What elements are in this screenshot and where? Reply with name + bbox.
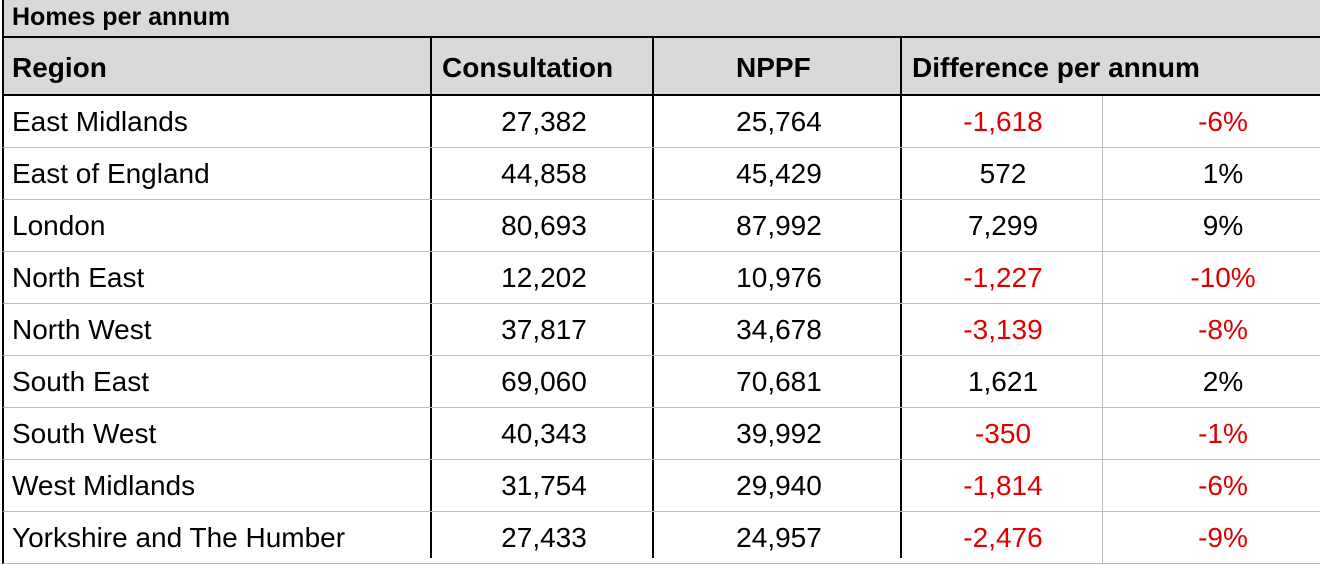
cell-difference-percent[interactable]: -9% bbox=[1198, 522, 1248, 553]
cell-difference[interactable]: 1,621 bbox=[967, 366, 1039, 397]
cell-region[interactable]: South East bbox=[12, 366, 149, 397]
cell-gridline bbox=[1102, 96, 1103, 148]
cell-difference[interactable]: -3,139 bbox=[963, 314, 1043, 345]
cell-consultation[interactable]: 27,433 bbox=[501, 522, 587, 553]
cell-consultation[interactable]: 80,693 bbox=[501, 210, 587, 241]
cell-nppf[interactable]: 87,992 bbox=[736, 210, 822, 241]
cell-difference-percent[interactable]: 2% bbox=[1202, 366, 1244, 397]
cell-difference[interactable]: -2,476 bbox=[963, 522, 1043, 553]
column-divider bbox=[900, 38, 902, 558]
cell-difference[interactable]: -1,618 bbox=[963, 106, 1043, 137]
cell-nppf[interactable]: 39,992 bbox=[736, 418, 822, 449]
cell-nppf[interactable]: 45,429 bbox=[736, 158, 822, 189]
header-region: Region bbox=[12, 52, 107, 83]
cell-nppf[interactable]: 29,940 bbox=[736, 470, 822, 501]
cell-difference-percent[interactable]: -8% bbox=[1198, 314, 1248, 345]
cell-consultation[interactable]: 40,343 bbox=[501, 418, 587, 449]
cell-difference[interactable]: -1,227 bbox=[963, 262, 1043, 293]
cell-region[interactable]: London bbox=[12, 210, 106, 241]
column-divider bbox=[652, 38, 654, 558]
cell-gridline bbox=[1102, 304, 1103, 356]
cell-nppf[interactable]: 24,957 bbox=[736, 522, 822, 553]
table-row[interactable]: South East 69,060 70,681 1,621 2% bbox=[2, 356, 1320, 408]
cell-gridline bbox=[1102, 512, 1103, 564]
cell-difference-percent[interactable]: -10% bbox=[1190, 262, 1256, 293]
header-consultation: Consultation bbox=[442, 52, 614, 83]
cell-region[interactable]: West Midlands bbox=[12, 470, 196, 501]
table-row[interactable]: South West 40,343 39,992 -350 -1% bbox=[2, 408, 1320, 460]
cell-difference[interactable]: 572 bbox=[979, 158, 1027, 189]
table-title-row[interactable]: Homes per annum bbox=[2, 0, 1320, 38]
cell-region[interactable]: East Midlands bbox=[12, 106, 188, 137]
table-row[interactable]: Yorkshire and The Humber 27,433 24,957 -2,4… bbox=[2, 512, 1320, 564]
cell-region[interactable]: North West bbox=[12, 314, 152, 345]
cell-region[interactable]: South West bbox=[12, 418, 157, 449]
cell-gridline bbox=[1102, 460, 1103, 512]
table-title: Homes per annum bbox=[12, 3, 231, 31]
cell-difference-percent[interactable]: -1% bbox=[1198, 418, 1248, 449]
cell-region[interactable]: Yorkshire and The Humber bbox=[12, 522, 346, 553]
cell-nppf[interactable]: 10,976 bbox=[736, 262, 822, 293]
header-nppf: NPPF bbox=[736, 52, 811, 83]
cell-gridline bbox=[1102, 148, 1103, 200]
cell-difference-percent[interactable]: 9% bbox=[1202, 210, 1244, 241]
cell-difference-percent[interactable]: 1% bbox=[1202, 158, 1244, 189]
cell-nppf[interactable]: 70,681 bbox=[736, 366, 822, 397]
cell-nppf[interactable]: 25,764 bbox=[736, 106, 822, 137]
cell-consultation[interactable]: 44,858 bbox=[501, 158, 587, 189]
table-row[interactable]: East Midlands 27,382 25,764 -1,618 -6% bbox=[2, 96, 1320, 148]
cell-gridline bbox=[1102, 252, 1103, 304]
cell-difference-percent[interactable]: -6% bbox=[1198, 470, 1248, 501]
cell-gridline bbox=[1102, 356, 1103, 408]
cell-gridline bbox=[1102, 200, 1103, 252]
cell-consultation[interactable]: 69,060 bbox=[501, 366, 587, 397]
cell-region[interactable]: North East bbox=[12, 262, 145, 293]
table-row[interactable]: West Midlands 31,754 29,940 -1,814 -6% bbox=[2, 460, 1320, 512]
table-row[interactable]: North West 37,817 34,678 -3,139 -8% bbox=[2, 304, 1320, 356]
cell-difference[interactable]: 7,299 bbox=[967, 210, 1039, 241]
cell-gridline bbox=[1102, 408, 1103, 460]
column-header-row[interactable]: Region Consultation NPPF Difference per … bbox=[2, 38, 1320, 96]
table-row[interactable]: London 80,693 87,992 7,299 9% bbox=[2, 200, 1320, 252]
cell-consultation[interactable]: 12,202 bbox=[501, 262, 587, 293]
table-row[interactable]: North East 12,202 10,976 -1,227 -10% bbox=[2, 252, 1320, 304]
cell-region[interactable]: East of England bbox=[12, 158, 210, 189]
cell-consultation[interactable]: 31,754 bbox=[501, 470, 587, 501]
header-difference: Difference per annum bbox=[912, 52, 1200, 83]
cell-difference[interactable]: -1,814 bbox=[963, 470, 1043, 501]
cell-difference[interactable]: -350 bbox=[974, 418, 1032, 449]
cell-consultation[interactable]: 37,817 bbox=[501, 314, 587, 345]
cell-difference-percent[interactable]: -6% bbox=[1198, 106, 1248, 137]
cell-nppf[interactable]: 34,678 bbox=[736, 314, 822, 345]
cell-consultation[interactable]: 27,382 bbox=[501, 106, 587, 137]
column-divider bbox=[430, 38, 432, 558]
table-row[interactable]: East of England 44,858 45,429 572 1% bbox=[2, 148, 1320, 200]
